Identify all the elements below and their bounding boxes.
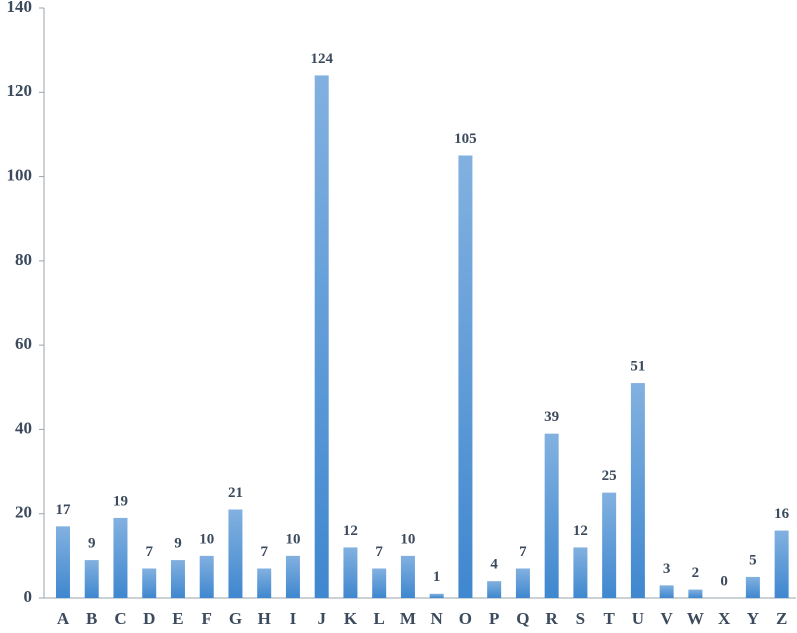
x-tick-label: I <box>290 609 297 628</box>
bar <box>55 526 70 598</box>
value-label: 51 <box>630 359 645 375</box>
x-tick-label: R <box>546 609 559 628</box>
value-label: 25 <box>602 468 617 484</box>
bar <box>630 383 645 598</box>
x-tick-label: F <box>202 609 212 628</box>
value-label: 7 <box>375 544 383 560</box>
x-tick-label: Z <box>776 609 787 628</box>
bar <box>142 568 157 598</box>
bar <box>745 576 760 598</box>
y-tick-label: 140 <box>7 0 33 16</box>
bar <box>573 547 588 598</box>
value-label: 4 <box>490 557 498 573</box>
x-tick-label: H <box>258 609 271 628</box>
x-tick-label: Y <box>747 609 759 628</box>
value-label: 21 <box>228 485 243 501</box>
y-tick-label: 0 <box>24 587 33 606</box>
y-tick-label: 20 <box>15 503 32 522</box>
x-tick-label: P <box>489 609 499 628</box>
bar <box>458 155 473 598</box>
x-tick-label: E <box>172 609 183 628</box>
value-label: 5 <box>749 552 757 568</box>
value-label: 16 <box>774 506 790 522</box>
bar <box>84 560 99 598</box>
bar <box>314 75 329 598</box>
x-tick-label: B <box>86 609 97 628</box>
value-label: 12 <box>573 523 588 539</box>
x-tick-label: L <box>374 609 385 628</box>
bar <box>343 547 358 598</box>
bar <box>774 530 789 598</box>
x-tick-label: J <box>317 609 326 628</box>
bar <box>228 509 243 598</box>
x-tick-label: G <box>229 609 242 628</box>
value-label: 10 <box>400 531 415 547</box>
x-tick-label: O <box>459 609 472 628</box>
y-tick-label: 40 <box>15 418 32 437</box>
value-label: 105 <box>454 131 477 147</box>
x-tick-label: Q <box>516 609 529 628</box>
y-tick-label: 60 <box>15 334 32 353</box>
value-label: 3 <box>663 561 671 577</box>
bar <box>372 568 387 598</box>
bar <box>544 433 559 598</box>
bar <box>688 589 703 598</box>
value-label: 9 <box>88 536 96 552</box>
value-label: 0 <box>720 573 728 589</box>
value-label: 2 <box>692 565 700 581</box>
x-tick-label: M <box>400 609 416 628</box>
value-label: 12 <box>343 523 358 539</box>
value-label: 10 <box>285 531 300 547</box>
y-tick-label: 120 <box>7 81 33 100</box>
x-tick-label: S <box>576 609 585 628</box>
value-label: 1 <box>433 569 441 585</box>
x-tick-label: W <box>687 609 704 628</box>
x-tick-label: U <box>632 609 644 628</box>
bar <box>113 517 128 598</box>
bar <box>199 555 214 598</box>
value-label: 7 <box>145 544 153 560</box>
x-tick-label: D <box>143 609 155 628</box>
bar <box>257 568 272 598</box>
x-tick-label: N <box>431 609 444 628</box>
x-tick-label: X <box>718 609 731 628</box>
value-label: 7 <box>519 544 527 560</box>
bar <box>659 585 674 598</box>
bar <box>602 492 617 598</box>
x-tick-label: C <box>114 609 126 628</box>
y-tick-label: 80 <box>15 250 32 269</box>
x-tick-label: T <box>603 609 615 628</box>
bar <box>487 581 502 598</box>
value-label: 17 <box>55 502 71 518</box>
bar <box>400 555 415 598</box>
value-label: 19 <box>113 493 128 509</box>
bar <box>170 560 185 598</box>
bar <box>285 555 300 598</box>
x-tick-label: K <box>344 609 358 628</box>
value-label: 124 <box>310 51 333 67</box>
y-tick-label: 100 <box>7 165 33 184</box>
bar <box>429 593 444 598</box>
value-label: 10 <box>199 531 214 547</box>
value-label: 39 <box>544 409 559 425</box>
value-label: 9 <box>174 536 182 552</box>
x-tick-label: V <box>661 609 674 628</box>
x-tick-label: A <box>57 609 70 628</box>
value-label: 7 <box>260 544 268 560</box>
bar <box>515 568 530 598</box>
